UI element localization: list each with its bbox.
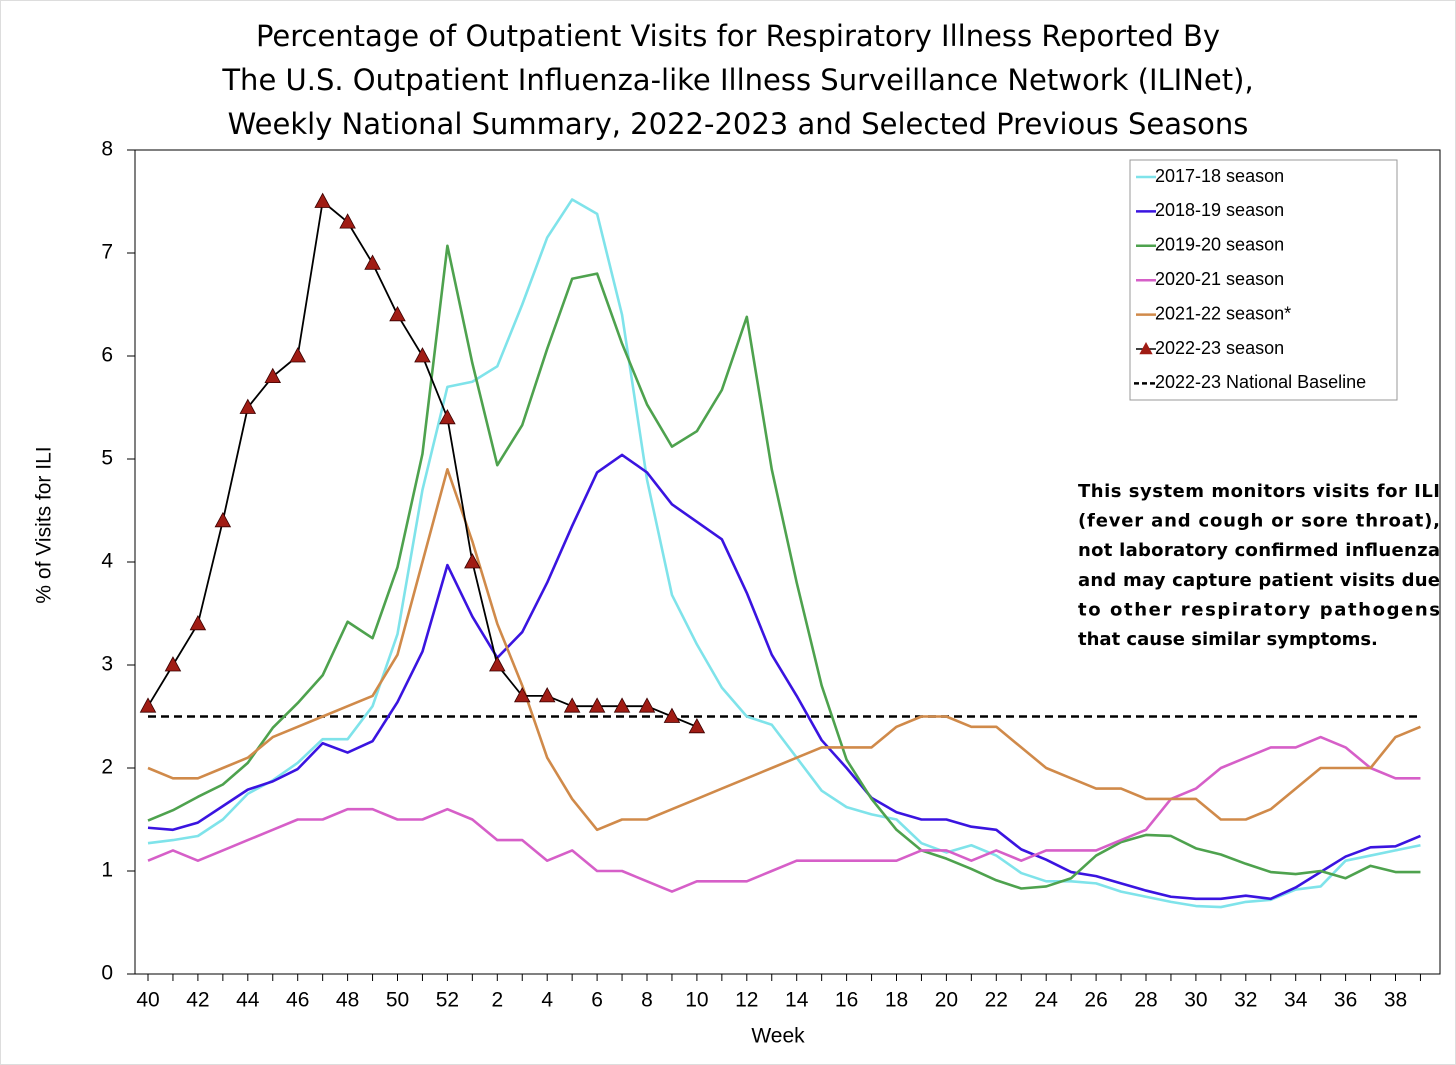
annotation: that cause similar symptoms.: [1078, 629, 1378, 650]
marker: [139, 697, 157, 713]
x-tick-label: 20: [935, 989, 958, 1012]
chart-title: Weekly National Summary, 2022-2023 and S…: [228, 107, 1249, 141]
marker: [688, 717, 706, 734]
x-tick-label: 2: [491, 989, 503, 1012]
x-tick-label: 6: [591, 989, 603, 1012]
series-line: [147, 198, 1421, 909]
series-line: [147, 468, 1421, 832]
legend-label: 2019-20 season: [1155, 235, 1284, 255]
y-tick-label: 4: [101, 550, 113, 573]
x-tick-label: 12: [735, 989, 758, 1012]
marker: [264, 367, 282, 383]
marker: [588, 697, 606, 713]
marker: [214, 511, 232, 528]
x-tick-label: 38: [1384, 989, 1407, 1012]
legend-label: 2018-19 season: [1155, 200, 1284, 220]
y-tick-label: 0: [101, 962, 113, 985]
x-tick-label: 36: [1334, 989, 1357, 1012]
legend-marker: [1139, 342, 1153, 355]
y-axis-label: % of Visits for ILI: [33, 446, 56, 603]
x-axis-label: Week: [751, 1025, 805, 1048]
annotation: not laboratory confirmed influenza: [1078, 540, 1440, 561]
y-tick-label: 8: [101, 138, 113, 161]
legend-label: 2017-18 season: [1155, 166, 1284, 186]
x-tick-label: 28: [1134, 989, 1157, 1012]
marker: [389, 305, 406, 322]
annotation: This system monitors visits for ILI: [1078, 481, 1440, 502]
marker: [339, 213, 356, 229]
x-tick-label: 26: [1084, 989, 1107, 1012]
x-tick-label: 42: [186, 989, 209, 1012]
x-tick-label: 8: [641, 989, 653, 1012]
series-line: [147, 453, 1421, 901]
annotation: (fever and cough or sore throat),: [1078, 511, 1440, 532]
legend-label: 2022-23 National Baseline: [1155, 372, 1366, 392]
x-tick-label: 48: [336, 989, 359, 1012]
marker: [189, 614, 207, 631]
y-tick-label: 3: [101, 653, 113, 676]
y-tick-label: 7: [101, 241, 113, 264]
legend-label: 2022-23 season: [1155, 338, 1284, 358]
marker: [663, 707, 681, 723]
legend: [1129, 159, 1398, 401]
y-tick-label: 5: [101, 447, 113, 470]
series-line: [147, 735, 1421, 893]
x-tick-label: 52: [436, 989, 459, 1012]
annotation: and may capture patient visits due: [1078, 570, 1440, 591]
x-tick-label: 50: [386, 989, 409, 1012]
marker: [538, 687, 556, 703]
series-line: [147, 244, 1421, 890]
y-tick-label: 1: [101, 859, 113, 882]
x-tick-label: 22: [985, 989, 1008, 1012]
legend-label: 2021-22 season*: [1155, 303, 1291, 323]
y-tick-label: 2: [101, 756, 113, 779]
marker: [439, 408, 456, 425]
marker: [513, 687, 531, 703]
marker: [314, 192, 331, 208]
x-tick-label: 46: [286, 989, 309, 1012]
x-tick-label: 34: [1284, 989, 1308, 1012]
x-tick-label: 30: [1184, 989, 1207, 1012]
chart-title: Percentage of Outpatient Visits for Resp…: [256, 19, 1220, 53]
x-tick-label: 24: [1035, 989, 1059, 1012]
x-tick-label: 18: [885, 989, 908, 1012]
x-tick-label: 32: [1234, 989, 1257, 1012]
marker: [364, 254, 381, 270]
marker: [489, 656, 506, 672]
chart-title: The U.S. Outpatient Influenza-like Illne…: [221, 63, 1253, 97]
x-tick-label: 40: [136, 989, 159, 1012]
x-tick-label: 14: [785, 989, 809, 1012]
marker: [563, 697, 581, 713]
marker: [638, 697, 656, 713]
x-tick-label: 10: [685, 989, 708, 1012]
x-tick-label: 4: [541, 989, 553, 1012]
marker: [164, 656, 182, 672]
legend-label: 2020-21 season: [1155, 269, 1284, 289]
marker: [464, 553, 481, 569]
marker: [613, 697, 631, 713]
marker: [239, 398, 257, 414]
y-tick-label: 6: [101, 344, 113, 367]
marker: [414, 347, 431, 363]
x-tick-label: 16: [835, 989, 858, 1012]
marker: [289, 347, 306, 363]
x-tick-label: 44: [236, 989, 260, 1012]
annotation: to other respiratory pathogens: [1078, 599, 1440, 620]
